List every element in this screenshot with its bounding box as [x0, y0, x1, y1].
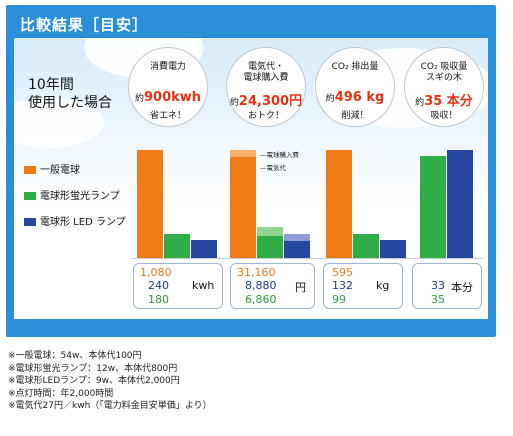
bubble-value: 約35 本分: [415, 94, 473, 109]
value-box-cost: 31,160 8,880 6,860 円: [230, 263, 315, 309]
value-led: 99: [332, 293, 346, 306]
cloud-decoration: [14, 98, 104, 148]
legend-item-incandescent: 一般電球: [24, 161, 80, 176]
value-led: 35: [431, 293, 445, 306]
bubble-footer: 省エネ！: [149, 111, 186, 121]
footnote: ※電球形蛍光ランプ：12w、本体代800円: [8, 363, 178, 374]
bar-segment-purchase: [284, 234, 310, 242]
bubble-heading: 消費電力: [149, 62, 186, 72]
co2-emission-bubble: CO₂ 排出量 約496 kg 削減！: [315, 47, 395, 127]
footnote: ※点灯時間：年2,000時間: [8, 388, 114, 399]
legend-swatch: [24, 218, 36, 226]
value-led: 180: [148, 293, 169, 306]
bubble-heading: CO₂ 排出量: [331, 62, 379, 72]
chart-bar: [191, 240, 217, 258]
value-box-power: 1,080 240 180 kwh: [133, 263, 223, 309]
cost-saving-bubble: 電気代・ 電球購入費 約24,300円 おトク！: [226, 47, 306, 127]
co2-absorption-bubble: CO₂ 吸収量 スギの木 約35 本分 吸収！: [404, 47, 484, 127]
chart-baseline: [132, 258, 482, 259]
bar-segment-purchase: [257, 227, 283, 236]
value-unit: 本分: [451, 281, 473, 294]
bubble-value: 約24,300円: [229, 94, 303, 109]
value-fluorescent: 8,880: [245, 279, 277, 292]
value-box-trees: 33 35 本分: [412, 263, 482, 309]
value-fluorescent: 132: [332, 279, 353, 292]
bar-segment-electricity: [230, 156, 256, 258]
bubble-value: 約496 kg: [325, 90, 385, 105]
value-unit: 円: [295, 281, 306, 294]
legend-swatch: [24, 192, 36, 200]
bubble-footer: 吸収！: [430, 111, 458, 121]
bar-segment-electricity: [257, 235, 283, 258]
power-saving-bubble: 消費電力 約900kwh 省エネ！: [128, 47, 208, 127]
stack-label-purchase: —電球購入費: [260, 151, 299, 159]
bubble-footer: 削減！: [341, 111, 369, 121]
legend-item-fluorescent: 電球形蛍光ランプ: [24, 187, 120, 202]
legend-swatch: [24, 166, 36, 174]
chart-bar: [420, 156, 446, 258]
stack-label-electricity: —電気代: [260, 164, 286, 172]
period-caption-line: 使用した場合: [28, 95, 112, 111]
footnote: ※電球形LEDランプ：9w、本体代2,000円: [8, 376, 180, 386]
comparison-content: 10年間 使用した場合 消費電力 約900kwh 省エネ！ 電気代・ 電球購入費 …: [14, 38, 488, 319]
period-caption-line: 10年間: [28, 77, 74, 93]
value-box-co2: 595 132 99 kg: [323, 263, 403, 309]
comparison-panel: 比較結果［目安］ 10年間 使用した場合 消費電力 約900kwh 省エネ！ 電…: [6, 5, 496, 337]
chart-bar: [353, 234, 379, 258]
chart-bar: [447, 150, 473, 258]
value-led: 6,860: [245, 293, 277, 306]
value-fluorescent: 240: [148, 279, 169, 292]
value-incandescent: 1,080: [140, 266, 172, 279]
value-incandescent: 31,160: [237, 266, 276, 279]
legend-item-led: 電球形 LED ランプ: [24, 213, 126, 228]
footnote: ※一般電球：54w、本体代100円: [8, 351, 142, 361]
value-fluorescent: 33: [431, 279, 445, 292]
panel-title: 比較結果［目安］: [20, 16, 149, 34]
chart-bar: [326, 150, 352, 258]
chart-bar: [137, 150, 163, 258]
bubble-heading: 電気代・ 電球購入費: [243, 62, 289, 83]
footnote: ※電気代27円／kwh（「電力料金目安単価」より）: [8, 401, 212, 411]
chart-bar: [380, 240, 406, 258]
bubble-heading: CO₂ 吸収量 スギの木: [420, 62, 468, 83]
bubble-footer: おトク！: [247, 111, 284, 121]
value-unit: kwh: [192, 279, 215, 292]
value-incandescent: 595: [332, 266, 353, 279]
period-caption: 10年間 使用した場合: [28, 76, 112, 112]
chart-bar: [164, 234, 190, 258]
value-unit: kg: [376, 279, 390, 292]
bubble-value: 約900kwh: [134, 90, 202, 105]
bar-segment-electricity: [284, 241, 310, 258]
footnotes: ※一般電球：54w、本体代100円 ※電球形蛍光ランプ：12w、本体代800円 …: [8, 350, 212, 413]
bar-segment-purchase: [230, 150, 256, 157]
